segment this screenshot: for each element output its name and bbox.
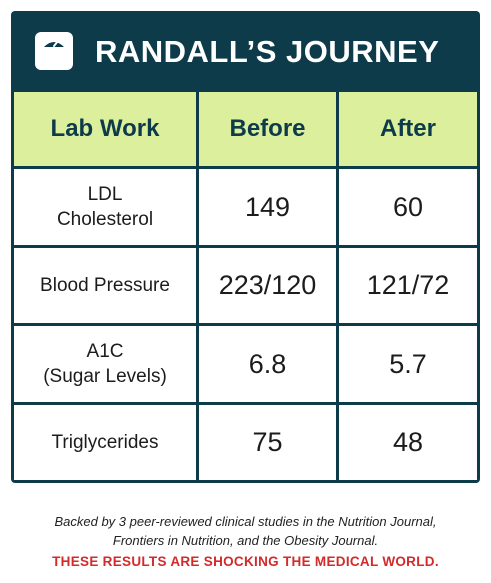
footnote: Backed by 3 peer-reviewed clinical studi…: [0, 512, 491, 550]
column-header-label: Lab Work: [50, 115, 160, 142]
row-label-cell: LDL Cholesterol: [14, 169, 196, 245]
column-header-before: Before: [199, 92, 336, 166]
after-value-cell: 60: [339, 169, 477, 245]
before-value-cell: 75: [199, 405, 336, 480]
before-value: 75: [252, 427, 283, 457]
scale-icon: [35, 32, 73, 70]
footnote-line: Frontiers in Nutrition, and the Obesity …: [112, 533, 379, 548]
after-value: 48: [392, 427, 424, 457]
row-label-cell: Triglycerides: [14, 405, 196, 480]
row-label: A1C (Sugar Levels): [43, 341, 167, 387]
row-label-cell: A1C (Sugar Levels): [14, 326, 196, 402]
row-label: Triglycerides: [51, 432, 159, 453]
column-header-after: After: [339, 92, 477, 166]
before-value: 149: [244, 191, 291, 222]
headline: THESE RESULTS ARE SHOCKING THE MEDICAL W…: [52, 554, 439, 569]
before-value-cell: 6.8: [199, 326, 336, 402]
after-value-cell: 5.7: [339, 326, 477, 402]
after-value: 5.7: [389, 348, 427, 379]
column-header-label: Before: [229, 115, 306, 142]
row-label: Blood Pressure: [40, 275, 170, 296]
results-card: RANDALL’S JOURNEY Lab Work Before After …: [11, 11, 480, 483]
row-label-cell: Blood Pressure: [14, 248, 196, 323]
card-header: RANDALL’S JOURNEY: [11, 11, 480, 91]
before-value-cell: 223/120: [199, 248, 336, 323]
before-value: 6.8: [248, 348, 287, 379]
column-header-lab-work: Lab Work: [14, 92, 196, 166]
row-label: LDL Cholesterol: [56, 184, 154, 230]
before-value: 223/120: [218, 270, 317, 300]
after-value: 121/72: [366, 270, 450, 300]
after-value-cell: 121/72: [339, 248, 477, 323]
after-value: 60: [392, 191, 424, 222]
before-value-cell: 149: [199, 169, 336, 245]
page-title: RANDALL’S JOURNEY: [95, 34, 440, 69]
column-header-label: After: [379, 115, 436, 142]
footnote-line: Backed by 3 peer-reviewed clinical studi…: [54, 514, 437, 529]
after-value-cell: 48: [339, 405, 477, 480]
